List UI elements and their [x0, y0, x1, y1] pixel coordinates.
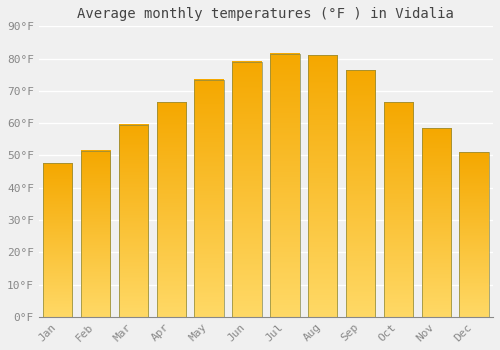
Bar — [422, 128, 451, 317]
Bar — [156, 102, 186, 317]
Bar — [270, 54, 300, 317]
Bar — [194, 79, 224, 317]
Bar — [43, 163, 72, 317]
Bar — [384, 102, 413, 317]
Bar — [118, 125, 148, 317]
Bar — [346, 70, 376, 317]
Bar — [460, 152, 489, 317]
Bar — [232, 62, 262, 317]
Title: Average monthly temperatures (°F ) in Vidalia: Average monthly temperatures (°F ) in Vi… — [78, 7, 454, 21]
Bar — [81, 150, 110, 317]
Bar — [308, 55, 338, 317]
